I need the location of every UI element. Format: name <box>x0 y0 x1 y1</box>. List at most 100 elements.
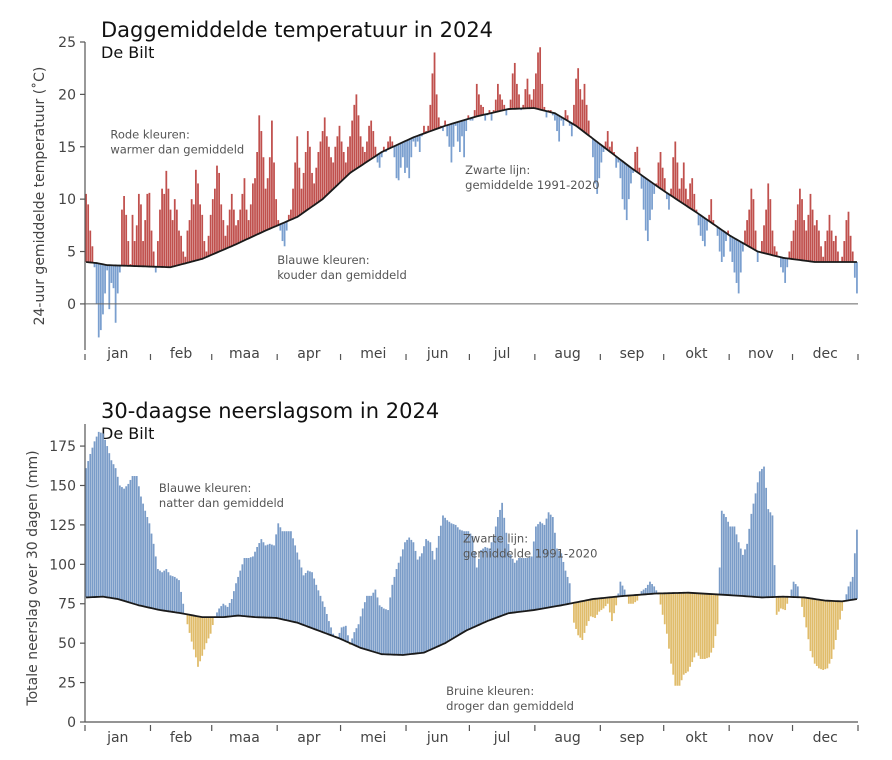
bar-above-normal <box>216 165 218 253</box>
month-label: jun <box>426 346 449 362</box>
month-label: mei <box>360 346 386 362</box>
bar-above-normal <box>507 543 510 614</box>
bar-above-normal <box>414 550 417 654</box>
bar-below-normal <box>199 616 201 662</box>
bar-above-normal <box>380 606 383 655</box>
bar-above-normal <box>522 558 525 612</box>
month-label: jan <box>106 730 128 746</box>
bar-above-normal <box>249 557 252 617</box>
bar-above-normal <box>437 117 440 129</box>
bar-below-normal <box>828 600 831 664</box>
bar-above-normal <box>459 529 461 635</box>
bar-below-normal <box>560 117 563 121</box>
bar-above-normal <box>387 141 389 150</box>
bar-above-normal <box>268 543 271 618</box>
bar-above-normal <box>731 526 734 596</box>
bar-below-normal <box>604 597 607 607</box>
black-line-annotation: Zwarte lijn: gemiddelde 1991-2020 <box>463 531 597 560</box>
bar-above-normal <box>247 220 250 239</box>
bar-above-normal <box>304 152 307 212</box>
bar-above-normal <box>275 534 278 618</box>
bar-below-normal <box>380 152 383 158</box>
bar-above-normal <box>175 578 178 613</box>
bar-below-normal <box>615 156 618 168</box>
precipitation-y-axis-label: Totale neerslag over 30 dagen (mm) <box>25 450 41 706</box>
bar-above-normal <box>315 167 318 204</box>
bar-above-normal <box>165 569 168 611</box>
bar-above-normal <box>254 178 256 236</box>
bar-above-normal <box>235 583 237 616</box>
bar-above-normal <box>693 193 696 212</box>
bar-above-normal <box>131 214 134 266</box>
bar-above-normal <box>794 584 797 598</box>
bar-above-normal <box>330 157 332 192</box>
bar-above-normal <box>503 104 506 111</box>
bar-above-normal <box>391 141 394 148</box>
bar-above-normal <box>794 220 797 260</box>
bar-below-normal <box>414 136 417 147</box>
bar-below-normal <box>93 262 96 268</box>
bar-above-normal <box>311 572 313 629</box>
bar-above-normal <box>475 567 478 626</box>
bar-above-normal <box>279 527 282 619</box>
bar-above-normal <box>718 567 721 595</box>
bar-above-normal <box>220 204 223 251</box>
bar-above-normal <box>154 556 157 610</box>
bar-above-normal <box>619 581 622 597</box>
month-label: maa <box>229 346 260 362</box>
bar-below-normal <box>659 593 662 605</box>
month-label: jul <box>493 346 511 362</box>
bar-above-normal <box>431 550 434 649</box>
bar-above-normal <box>321 131 324 200</box>
bar-above-normal <box>473 551 476 627</box>
bar-above-normal <box>252 556 254 617</box>
bar-above-normal <box>178 230 180 265</box>
bar-above-normal <box>300 188 303 214</box>
bar-below-normal <box>188 614 191 633</box>
bar-above-normal <box>228 209 231 248</box>
bar-below-normal <box>672 593 675 675</box>
bar-below-normal <box>653 184 656 194</box>
bar-below-normal <box>642 176 645 210</box>
bar-above-normal <box>682 162 685 205</box>
bar-above-normal <box>708 214 710 222</box>
y-tick-label: 25 <box>58 35 76 51</box>
bar-above-normal <box>756 482 759 598</box>
bar-above-normal <box>319 595 322 632</box>
bar-above-normal <box>266 544 269 618</box>
bar-above-normal <box>300 567 303 625</box>
temperature-chart: Daggemiddelde temperatuur in 2024 De Bil… <box>31 18 859 362</box>
bar-above-normal <box>306 131 309 210</box>
bar-above-normal <box>264 188 267 231</box>
bar-below-normal <box>661 593 664 615</box>
bar-below-normal <box>393 146 396 158</box>
bar-below-normal <box>706 219 708 231</box>
bar-above-normal <box>775 251 778 257</box>
bar-below-normal <box>710 594 713 653</box>
bar-above-normal <box>175 209 178 266</box>
bar-below-normal <box>701 593 704 659</box>
bar-above-normal <box>218 608 220 618</box>
bar-below-normal <box>735 239 738 283</box>
bar-above-normal <box>642 589 645 595</box>
bar-above-normal <box>262 157 265 232</box>
bar-above-normal <box>488 548 491 621</box>
bar-above-normal <box>742 554 744 597</box>
bar-above-normal <box>623 589 626 596</box>
bar-below-normal <box>684 592 687 674</box>
bar-below-normal <box>285 221 288 231</box>
bar-above-normal <box>733 526 736 596</box>
bar-above-normal <box>93 441 96 598</box>
bar-below-normal <box>718 228 721 252</box>
bar-above-normal <box>575 78 577 126</box>
bar-below-normal <box>205 617 208 644</box>
bar-below-normal <box>780 257 782 268</box>
bar-below-normal <box>110 265 113 283</box>
bar-below-normal <box>505 109 508 116</box>
bar-above-normal <box>123 196 125 266</box>
bar-above-normal <box>344 162 347 177</box>
bar-above-normal <box>535 526 537 610</box>
bar-below-normal <box>95 263 98 304</box>
bar-above-normal <box>173 199 176 267</box>
